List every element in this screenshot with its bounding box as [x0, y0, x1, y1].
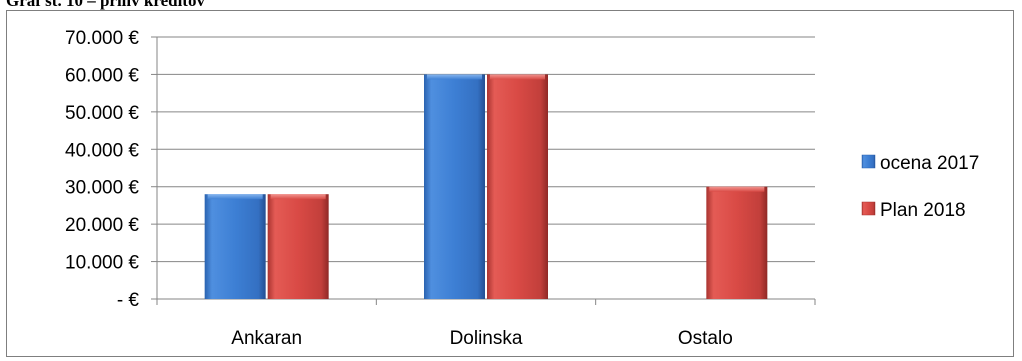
- figure-caption: Graf št. 10 – priliv kreditov: [6, 0, 205, 10]
- y-tick-label: 10.000 €: [65, 253, 139, 274]
- bar: [204, 194, 266, 299]
- y-tick-label: 60.000 €: [65, 65, 139, 86]
- x-tick-label: Ankaran: [231, 328, 302, 349]
- y-tick-label: 30.000 €: [65, 178, 139, 199]
- y-axis: - € 10.000 € 20.000 € 30.000 € 40.000 € 50.00…: [65, 28, 158, 311]
- y-tick-label: 70.000 €: [65, 28, 139, 49]
- x-axis: Ankaran Dolinska Ostalo: [156, 298, 816, 349]
- bar-highlight: [490, 74, 545, 80]
- legend-swatch: [861, 201, 876, 216]
- y-tick-label: 50.000 €: [65, 103, 139, 124]
- bars: [204, 74, 768, 299]
- bar-highlight: [427, 74, 482, 80]
- x-tick-label: Dolinska: [450, 328, 523, 349]
- bar-highlight: [709, 186, 765, 192]
- legend: ocena 2017 Plan 2018: [861, 153, 979, 221]
- bar: [424, 74, 485, 299]
- bar-highlight: [270, 194, 326, 200]
- x-tick-label: Ostalo: [678, 328, 733, 349]
- gridlines: [157, 36, 815, 263]
- legend-label: ocena 2017: [880, 153, 979, 174]
- y-tick-label: 40.000 €: [65, 140, 139, 161]
- y-tick-label: - €: [117, 290, 140, 311]
- bar: [267, 194, 329, 299]
- bar: [706, 186, 768, 299]
- bar: [487, 74, 548, 299]
- legend-swatch: [861, 154, 876, 169]
- legend-label: Plan 2018: [880, 200, 966, 221]
- bar-highlight: [207, 194, 263, 200]
- y-tick-label: 20.000 €: [65, 215, 139, 236]
